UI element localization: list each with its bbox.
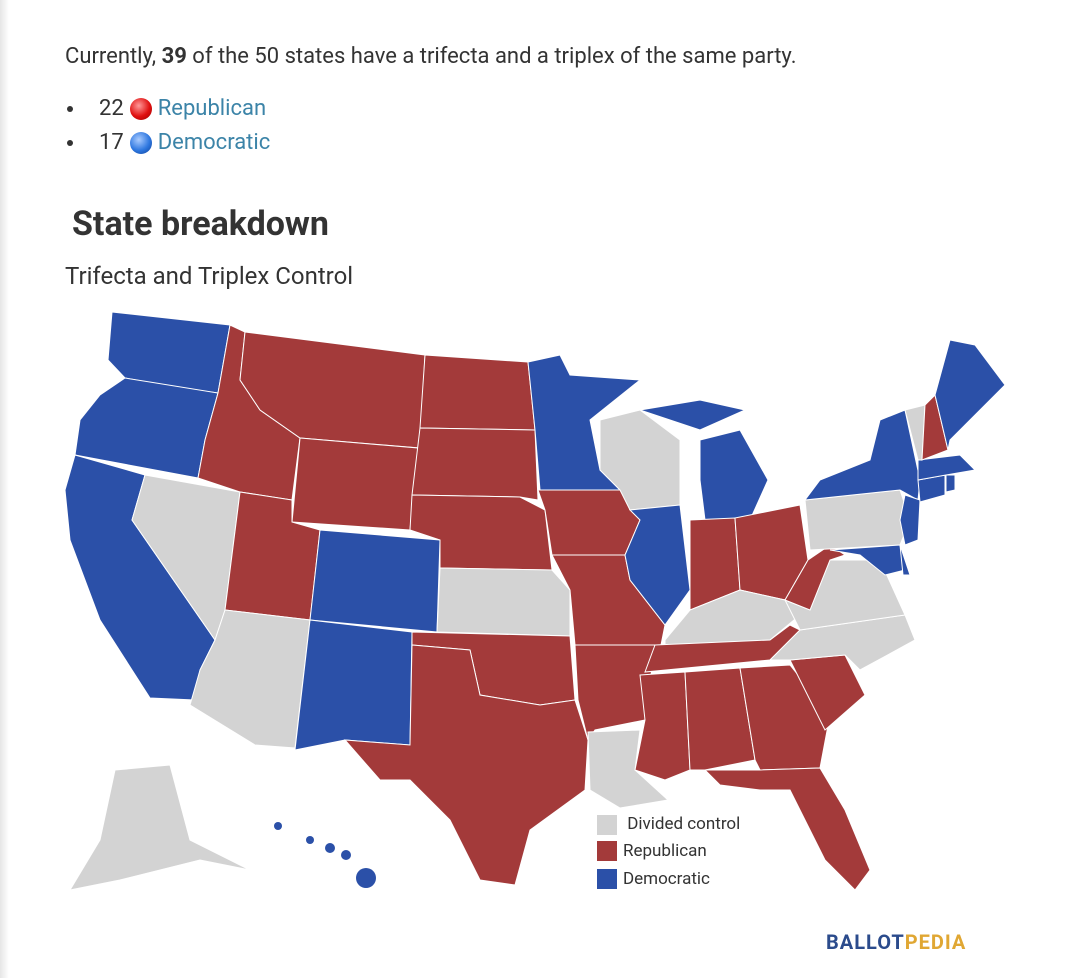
legend-item: Democratic: [597, 868, 740, 891]
state: [624, 504, 691, 626]
state: [274, 822, 282, 830]
state: [294, 619, 413, 751]
state: [917, 454, 977, 481]
intro-count: 39: [161, 44, 187, 69]
state: [784, 544, 847, 611]
state: [703, 767, 871, 891]
legend-item: Divided control: [597, 814, 740, 835]
state: [527, 354, 642, 491]
state: [945, 474, 956, 493]
state: [934, 339, 1006, 451]
subtitle: Trifecta and Triplex Control: [65, 262, 354, 290]
state: [684, 667, 756, 771]
party-icon: [129, 98, 152, 120]
party-icon: [129, 132, 152, 154]
legend-label: Democratic: [623, 868, 710, 889]
state: [306, 836, 314, 844]
state: [419, 354, 536, 431]
intro-before: Currently,: [65, 44, 157, 69]
legend-label: Divided control: [627, 814, 741, 834]
legend-item: Republican: [597, 840, 740, 863]
state: [587, 729, 670, 809]
state: [899, 544, 911, 576]
legend-label: Republican: [623, 840, 707, 861]
party-link[interactable]: Republican: [157, 96, 267, 121]
state: [411, 427, 539, 501]
state: [291, 437, 419, 531]
legend-swatch: [597, 840, 617, 861]
heading: State breakdown: [72, 204, 329, 244]
state: [341, 850, 351, 860]
state: [343, 644, 589, 886]
state: [325, 843, 335, 853]
state: [68, 764, 251, 891]
bullet-count: 17: [99, 130, 124, 155]
intro: Currently, 39 of the 50 states have a tr…: [65, 44, 797, 69]
logo-part: PEDIA: [904, 930, 967, 954]
state: [803, 409, 921, 501]
state: [634, 671, 691, 781]
edge: [0, 0, 9, 978]
state: [699, 429, 769, 521]
state: [309, 529, 441, 633]
logo-part: BALLOT: [826, 930, 905, 954]
state: [639, 399, 747, 431]
state: [436, 567, 571, 637]
state: [356, 868, 376, 888]
legend-swatch: [597, 868, 617, 889]
state: [804, 489, 911, 551]
party-link[interactable]: Democratic: [157, 130, 271, 155]
legend-swatch: [597, 814, 617, 835]
bullet-list: 22 Republican 17 Democratic: [65, 92, 270, 160]
state: [829, 544, 906, 576]
legend: Divided control Republican Democratic: [597, 814, 740, 897]
bullet: 22 Republican: [65, 92, 270, 126]
state: [899, 494, 921, 546]
bullet-count: 22: [99, 96, 124, 121]
bullet: 17 Democratic: [65, 126, 270, 160]
intro-after: of the 50 states have a trifecta and a t…: [192, 44, 797, 69]
logo: BALLOTPEDIA: [826, 930, 966, 954]
